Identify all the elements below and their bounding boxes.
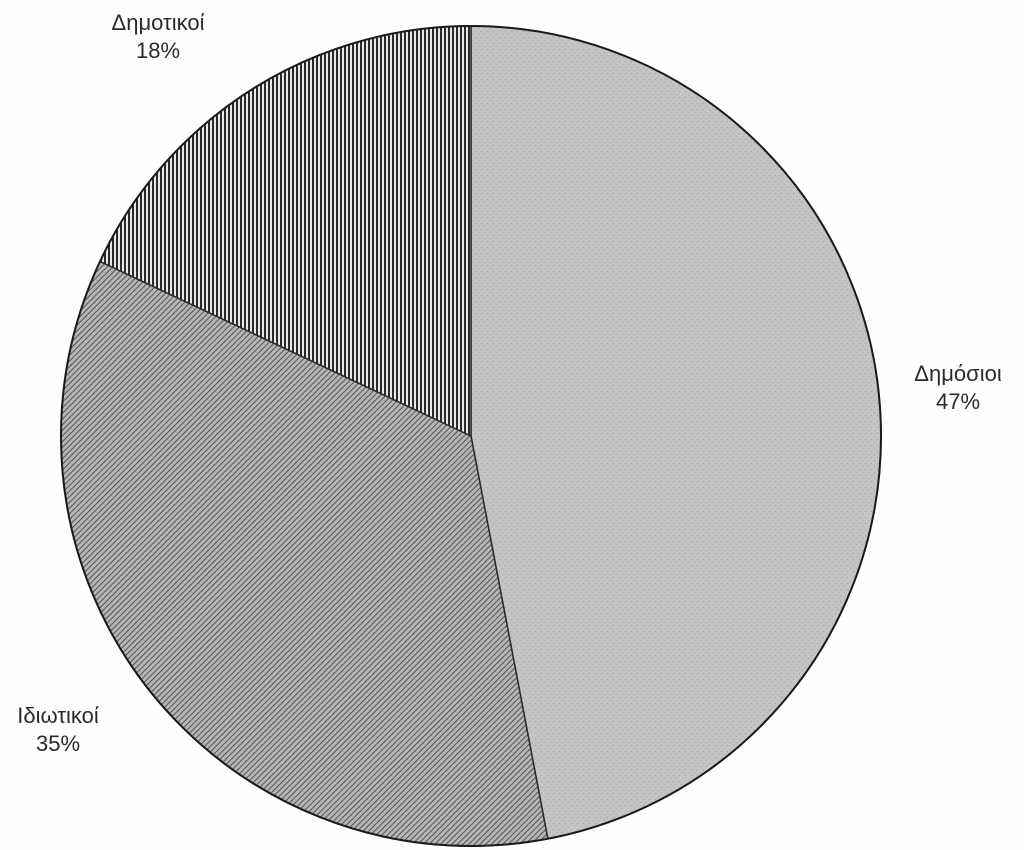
pie-slices — [60, 25, 882, 847]
slice-value-label-2: 18% — [136, 38, 180, 63]
slice-label-1: Ιδιωτικοί — [17, 703, 99, 728]
slice-value-label-0: 47% — [936, 389, 980, 414]
slice-value-label-1: 35% — [36, 731, 80, 756]
slice-label-0: Δημόσιοι — [914, 361, 1002, 386]
pie-labels: Δημόσιοι 47% Ιδιωτικοί 35% Δημοτικοί 18% — [17, 10, 1002, 756]
slice-label-2: Δημοτικοί — [112, 10, 205, 35]
pie-slice-0 — [470, 25, 882, 840]
pie-outline — [60, 25, 882, 847]
